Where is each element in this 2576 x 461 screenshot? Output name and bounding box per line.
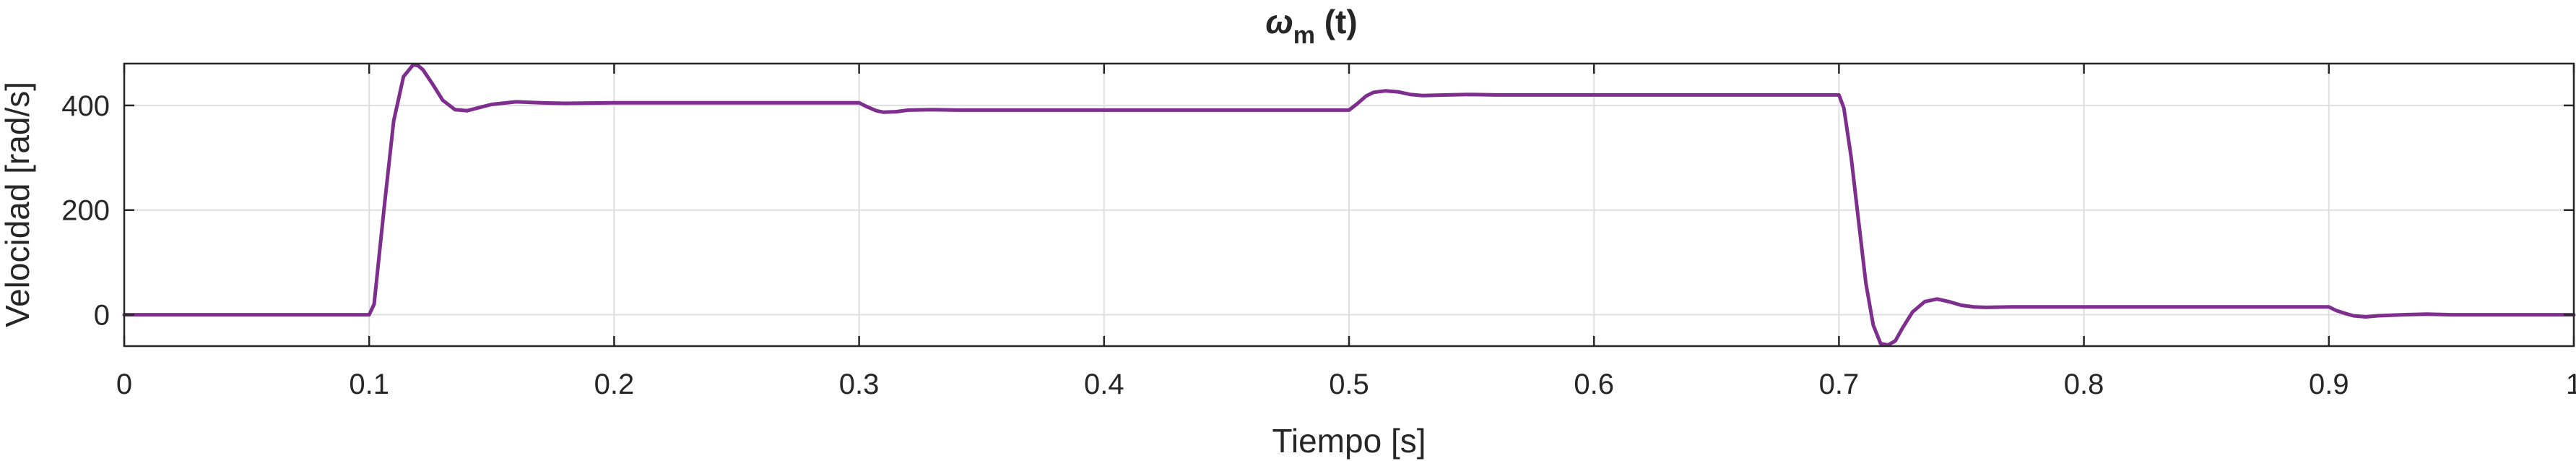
x-axis-label: Tiempo [s]: [1272, 422, 1426, 460]
series-line-0: [122, 62, 2576, 348]
chart-title: ωm (t): [1265, 3, 1357, 49]
x-tick-label-8: 0.8: [2064, 369, 2104, 400]
y-tick-label-2: 400: [61, 90, 110, 122]
x-tick-label-2: 0.2: [594, 369, 635, 400]
x-tick-label-10: 1: [2566, 369, 2576, 400]
x-tick-label-7: 0.7: [1819, 369, 1860, 400]
y-tick-label-0: 0: [94, 300, 110, 332]
axis-ticks: 0 0.1 0.2 0.3 0.4 0.5 0.6 0.7 0.8 0.9 1 0 200 400: [61, 64, 2576, 400]
x-tick-label-3: 0.3: [839, 369, 880, 400]
x-tick-label-5: 0.5: [1329, 369, 1369, 400]
x-tick-label-1: 0.1: [349, 369, 389, 400]
y-tick-label-1: 200: [61, 195, 110, 227]
x-tick-label-4: 0.4: [1084, 369, 1124, 400]
y-axis-label: Velocidad [rad/s]: [0, 82, 36, 327]
x-tick-label-6: 0.6: [1574, 369, 1614, 400]
grid-lines: [123, 64, 2575, 346]
x-tick-label-9: 0.9: [2309, 369, 2349, 400]
series-layer: [122, 62, 2576, 348]
title-argument: (t): [1315, 3, 1358, 40]
title-symbol: ω: [1265, 3, 1293, 40]
x-tick-label-0: 0: [116, 369, 132, 400]
title-subscript: m: [1293, 22, 1315, 49]
